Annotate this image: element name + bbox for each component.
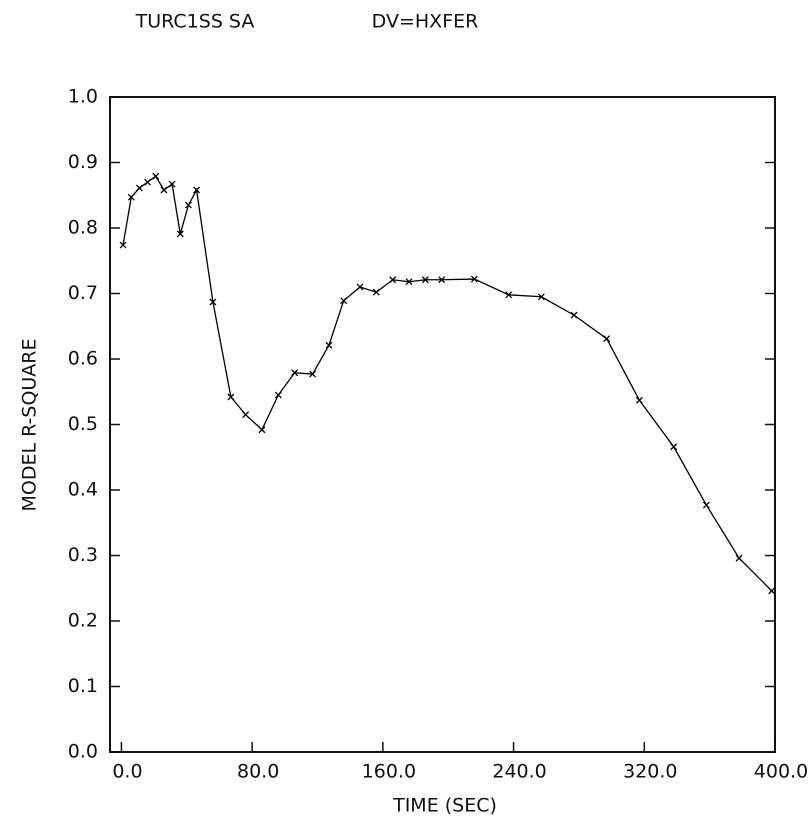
y-tick-label: 0.6 [68, 348, 98, 370]
point-marker [505, 291, 513, 299]
x-tick-label: 400.0 [754, 761, 808, 783]
y-axis-label: MODEL R-SQUARE [19, 338, 41, 511]
point-marker [209, 298, 217, 306]
point-marker [356, 283, 364, 291]
point-marker [274, 391, 282, 399]
point-marker [702, 501, 710, 509]
point-marker [119, 241, 127, 249]
y-tick-label: 0.7 [68, 282, 98, 304]
x-tick-label: 80.0 [237, 761, 279, 783]
point-marker [127, 193, 135, 201]
y-tick-label: 0.3 [68, 544, 98, 566]
y-tick-label: 0.0 [68, 741, 98, 763]
point-marker [184, 201, 192, 209]
point-marker [537, 293, 545, 301]
point-marker [340, 297, 348, 305]
point-marker [135, 184, 143, 192]
point-marker [160, 186, 168, 194]
plot-frame [109, 96, 776, 753]
point-marker [144, 178, 152, 186]
point-marker [242, 411, 250, 419]
point-marker [735, 554, 743, 562]
point-marker [421, 276, 429, 284]
line [122, 175, 773, 592]
x-axis-label: TIME (SEC) [392, 795, 497, 817]
y-tick-label: 0.1 [68, 675, 98, 697]
point-marker [176, 230, 184, 238]
chart-title: TURC1SS SA [135, 11, 255, 33]
x-tick-label: 160.0 [362, 761, 416, 783]
y-tick-label: 0.9 [68, 151, 98, 173]
point-marker [670, 443, 678, 451]
point-marker [152, 172, 160, 180]
point-marker [193, 186, 201, 194]
y-tick-label: 0.4 [68, 479, 98, 501]
point-marker [325, 341, 333, 349]
point-marker [258, 426, 266, 434]
point-marker [372, 288, 380, 296]
x-tick-label: 320.0 [623, 761, 677, 783]
point-marker [168, 180, 176, 188]
point-marker [635, 396, 643, 404]
y-tick-label: 1.0 [68, 86, 98, 108]
point-marker [291, 369, 299, 377]
point-marker [405, 278, 413, 286]
point-marker [389, 276, 397, 284]
y-tick-label: 0.5 [68, 413, 98, 435]
y-tick-label: 0.8 [68, 217, 98, 239]
point-marker [309, 370, 317, 378]
point-marker [438, 276, 446, 284]
chart-subtitle: DV=HXFER [372, 11, 479, 33]
y-tick-label: 0.2 [68, 610, 98, 632]
point-marker [768, 587, 776, 595]
point-marker [470, 275, 478, 283]
point-marker [603, 335, 611, 343]
x-tick-label: 240.0 [492, 761, 546, 783]
point-marker [570, 311, 578, 319]
point-marker [227, 393, 235, 401]
x-tick-label: 0.0 [112, 761, 142, 783]
